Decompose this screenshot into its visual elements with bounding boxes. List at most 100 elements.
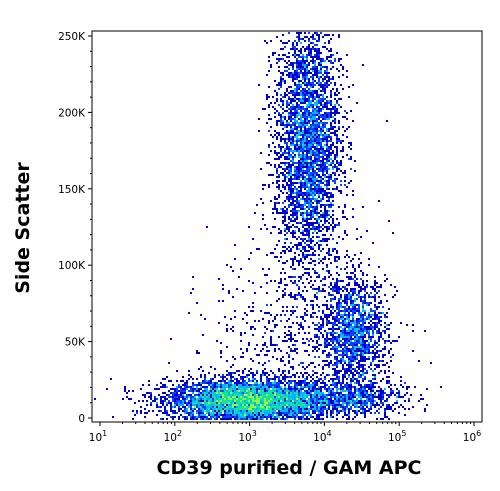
event-dot bbox=[356, 228, 358, 230]
event-dot bbox=[288, 196, 290, 198]
event-dot bbox=[366, 348, 368, 350]
event-dot bbox=[262, 364, 264, 366]
event-dot bbox=[320, 374, 322, 376]
event-dot bbox=[304, 36, 306, 38]
event-dot bbox=[362, 288, 364, 290]
event-dot bbox=[326, 384, 328, 386]
event-dot bbox=[392, 372, 394, 374]
event-dot bbox=[294, 172, 296, 174]
event-dot bbox=[298, 384, 300, 386]
event-dot bbox=[260, 350, 262, 352]
event-dot bbox=[296, 72, 298, 74]
event-dot bbox=[308, 80, 310, 82]
event-dot bbox=[316, 114, 318, 116]
event-dot bbox=[364, 330, 366, 332]
event-dot bbox=[278, 386, 280, 388]
event-dot bbox=[340, 330, 342, 332]
event-dot bbox=[326, 160, 328, 162]
event-dot bbox=[282, 172, 284, 174]
event-dot bbox=[354, 356, 356, 358]
event-dot bbox=[338, 354, 340, 356]
event-dot bbox=[282, 162, 284, 164]
event-dot bbox=[338, 298, 340, 300]
event-dot bbox=[280, 118, 282, 120]
event-dot bbox=[306, 222, 308, 224]
event-dot bbox=[222, 418, 224, 420]
event-dot bbox=[124, 390, 126, 392]
event-dot bbox=[288, 386, 290, 388]
event-dot bbox=[302, 94, 304, 96]
event-dot bbox=[332, 404, 334, 406]
event-dot bbox=[308, 218, 310, 220]
event-dot bbox=[312, 46, 314, 48]
event-dot bbox=[328, 238, 330, 240]
event-dot bbox=[330, 204, 332, 206]
event-dot bbox=[238, 382, 240, 384]
event-dot bbox=[292, 338, 294, 340]
event-dot bbox=[354, 330, 356, 332]
event-dot bbox=[236, 416, 238, 418]
event-dot bbox=[344, 398, 346, 400]
event-dot bbox=[372, 384, 374, 386]
event-dot bbox=[344, 180, 346, 182]
event-dot bbox=[320, 216, 322, 218]
event-dot bbox=[314, 210, 316, 212]
event-dot bbox=[350, 334, 352, 336]
event-dot bbox=[324, 86, 326, 88]
event-dot bbox=[150, 394, 152, 396]
event-dot bbox=[230, 404, 232, 406]
event-dot bbox=[320, 250, 322, 252]
event-dot bbox=[304, 412, 306, 414]
event-dot bbox=[204, 408, 206, 410]
event-dot bbox=[322, 334, 324, 336]
event-dot bbox=[316, 192, 318, 194]
event-dot bbox=[382, 404, 384, 406]
event-dot bbox=[348, 322, 350, 324]
event-dot bbox=[332, 132, 334, 134]
event-dot bbox=[318, 40, 320, 42]
event-dot bbox=[312, 152, 314, 154]
event-dot bbox=[226, 378, 228, 380]
event-dot bbox=[334, 166, 336, 168]
event-dot bbox=[380, 394, 382, 396]
event-dot bbox=[316, 128, 318, 130]
event-dot bbox=[330, 60, 332, 62]
event-dot bbox=[344, 340, 346, 342]
event-dot bbox=[314, 194, 316, 196]
event-dot bbox=[326, 76, 328, 78]
event-dot bbox=[258, 388, 260, 390]
event-dot bbox=[362, 330, 364, 332]
event-dot bbox=[288, 410, 290, 412]
event-dot bbox=[206, 388, 208, 390]
event-dot bbox=[346, 298, 348, 300]
event-dot bbox=[382, 354, 384, 356]
event-dot bbox=[298, 328, 300, 330]
event-dot bbox=[342, 400, 344, 402]
event-dot bbox=[286, 166, 288, 168]
event-dot bbox=[328, 270, 330, 272]
event-dot bbox=[300, 156, 302, 158]
event-dot bbox=[330, 410, 332, 412]
event-dot bbox=[338, 346, 340, 348]
event-dot bbox=[304, 80, 306, 82]
event-dot bbox=[314, 188, 316, 190]
event-dot bbox=[222, 376, 224, 378]
event-dot bbox=[282, 42, 284, 44]
event-dot bbox=[330, 132, 332, 134]
event-dot bbox=[358, 332, 360, 334]
event-dot bbox=[276, 392, 278, 394]
event-dot bbox=[348, 328, 350, 330]
event-dot bbox=[210, 390, 212, 392]
event-dot bbox=[292, 282, 294, 284]
event-dot bbox=[232, 390, 234, 392]
event-dot bbox=[278, 194, 280, 196]
event-dot bbox=[328, 112, 330, 114]
event-dot bbox=[242, 410, 244, 412]
event-dot bbox=[318, 34, 320, 36]
event-dot bbox=[344, 294, 346, 296]
event-dot bbox=[170, 416, 172, 418]
event-dot bbox=[286, 228, 288, 230]
event-dot bbox=[374, 378, 376, 380]
event-dot bbox=[284, 388, 286, 390]
event-dot bbox=[300, 52, 302, 54]
